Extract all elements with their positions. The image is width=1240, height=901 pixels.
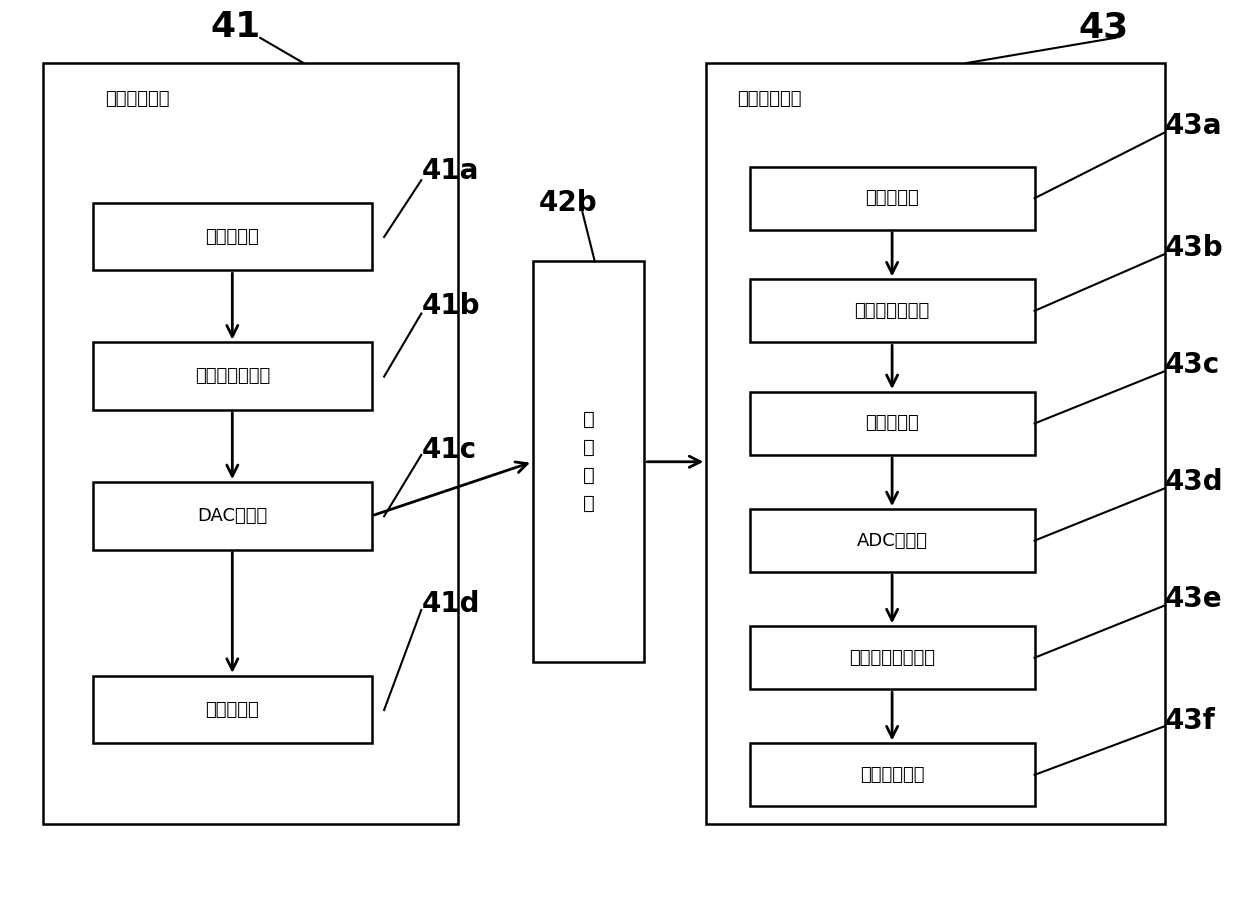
Text: 43d: 43d <box>1164 468 1224 496</box>
Text: ADC转换器: ADC转换器 <box>857 532 928 550</box>
Text: 数字傅里叶转换器: 数字傅里叶转换器 <box>849 649 935 667</box>
Bar <box>93 203 372 270</box>
Text: 低通滤波器: 低通滤波器 <box>866 414 919 432</box>
Text: 43e: 43e <box>1164 585 1223 614</box>
Text: 晶体振荡器: 晶体振荡器 <box>206 228 259 245</box>
Bar <box>43 63 459 824</box>
Bar <box>707 63 1164 824</box>
Text: 43b: 43b <box>1164 233 1224 262</box>
Text: 43: 43 <box>1078 10 1128 44</box>
Bar <box>750 626 1034 689</box>
Text: 信号放大器: 信号放大器 <box>866 189 919 207</box>
Bar <box>750 279 1034 342</box>
Text: 可编程增益放大: 可编程增益放大 <box>854 302 930 320</box>
Text: 43c: 43c <box>1164 350 1220 379</box>
Text: 阻抗驱动装置: 阻抗驱动装置 <box>105 90 170 108</box>
Text: 集成接口芯片: 集成接口芯片 <box>859 766 924 784</box>
Text: 41d: 41d <box>422 589 480 618</box>
Bar <box>93 342 372 410</box>
Text: 功率放大器: 功率放大器 <box>206 701 259 718</box>
Bar <box>750 509 1034 572</box>
Bar <box>750 167 1034 230</box>
Text: 42b: 42b <box>539 188 598 217</box>
Text: DAC转换器: DAC转换器 <box>197 507 268 524</box>
Bar <box>93 482 372 550</box>
Bar <box>533 261 645 662</box>
Text: 41a: 41a <box>422 157 479 186</box>
Text: 41c: 41c <box>422 436 476 465</box>
Bar <box>750 392 1034 455</box>
Text: 阻抗测量装置: 阻抗测量装置 <box>738 90 802 108</box>
Text: 41b: 41b <box>422 292 480 321</box>
Text: 激
励
线
圈: 激 励 线 圈 <box>583 410 594 514</box>
Bar <box>93 676 372 743</box>
Text: 数字频率合成器: 数字频率合成器 <box>195 368 270 385</box>
Text: 41: 41 <box>211 10 260 44</box>
Text: 43a: 43a <box>1164 112 1223 141</box>
Bar <box>750 743 1034 806</box>
Text: 43f: 43f <box>1164 706 1215 735</box>
